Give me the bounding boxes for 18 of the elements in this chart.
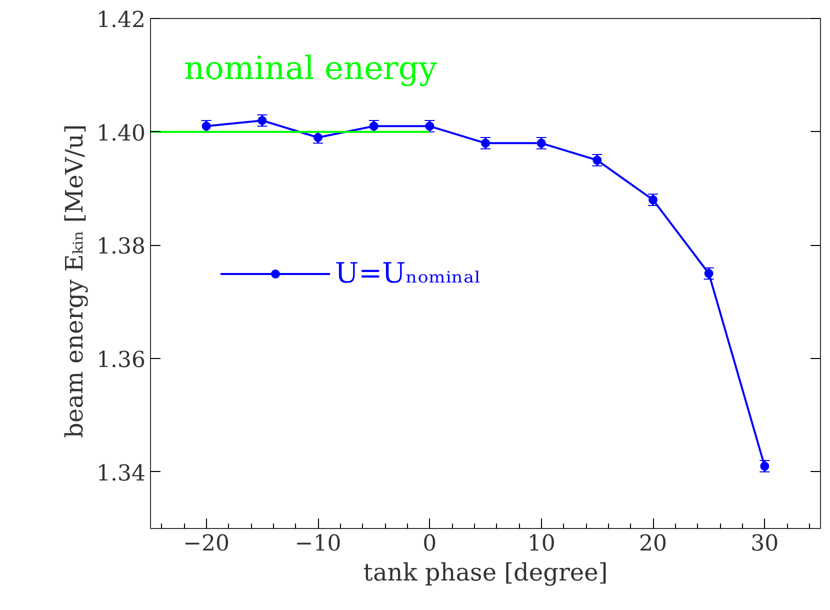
x-tick-label: −20 <box>183 532 230 556</box>
point <box>704 269 714 278</box>
y-tick-label: 1.40 <box>96 121 146 146</box>
y-tick-label: 1.38 <box>96 234 146 260</box>
x-tick-label: 0 <box>422 532 437 556</box>
y-tick-label: 1.34 <box>96 461 146 486</box>
point <box>258 116 267 125</box>
x-tick-label: 20 <box>639 532 668 556</box>
x-tick-label: 10 <box>527 532 556 556</box>
x-tick-label: 30 <box>750 532 779 556</box>
y-axis-title: beam energy Eₖᵢₙ [MeV/u] <box>60 124 89 438</box>
annotation: nominal energy <box>184 48 437 87</box>
x-tick-label: −10 <box>294 532 342 556</box>
y-tick-label: 1.42 <box>96 8 146 33</box>
legend-label: U=Uₙₒₘᵢₙₐₗ <box>335 256 482 290</box>
y-tick-label: 1.36 <box>96 348 146 373</box>
point <box>314 133 322 142</box>
x-axis-title: tank phase [degree] <box>363 558 608 586</box>
